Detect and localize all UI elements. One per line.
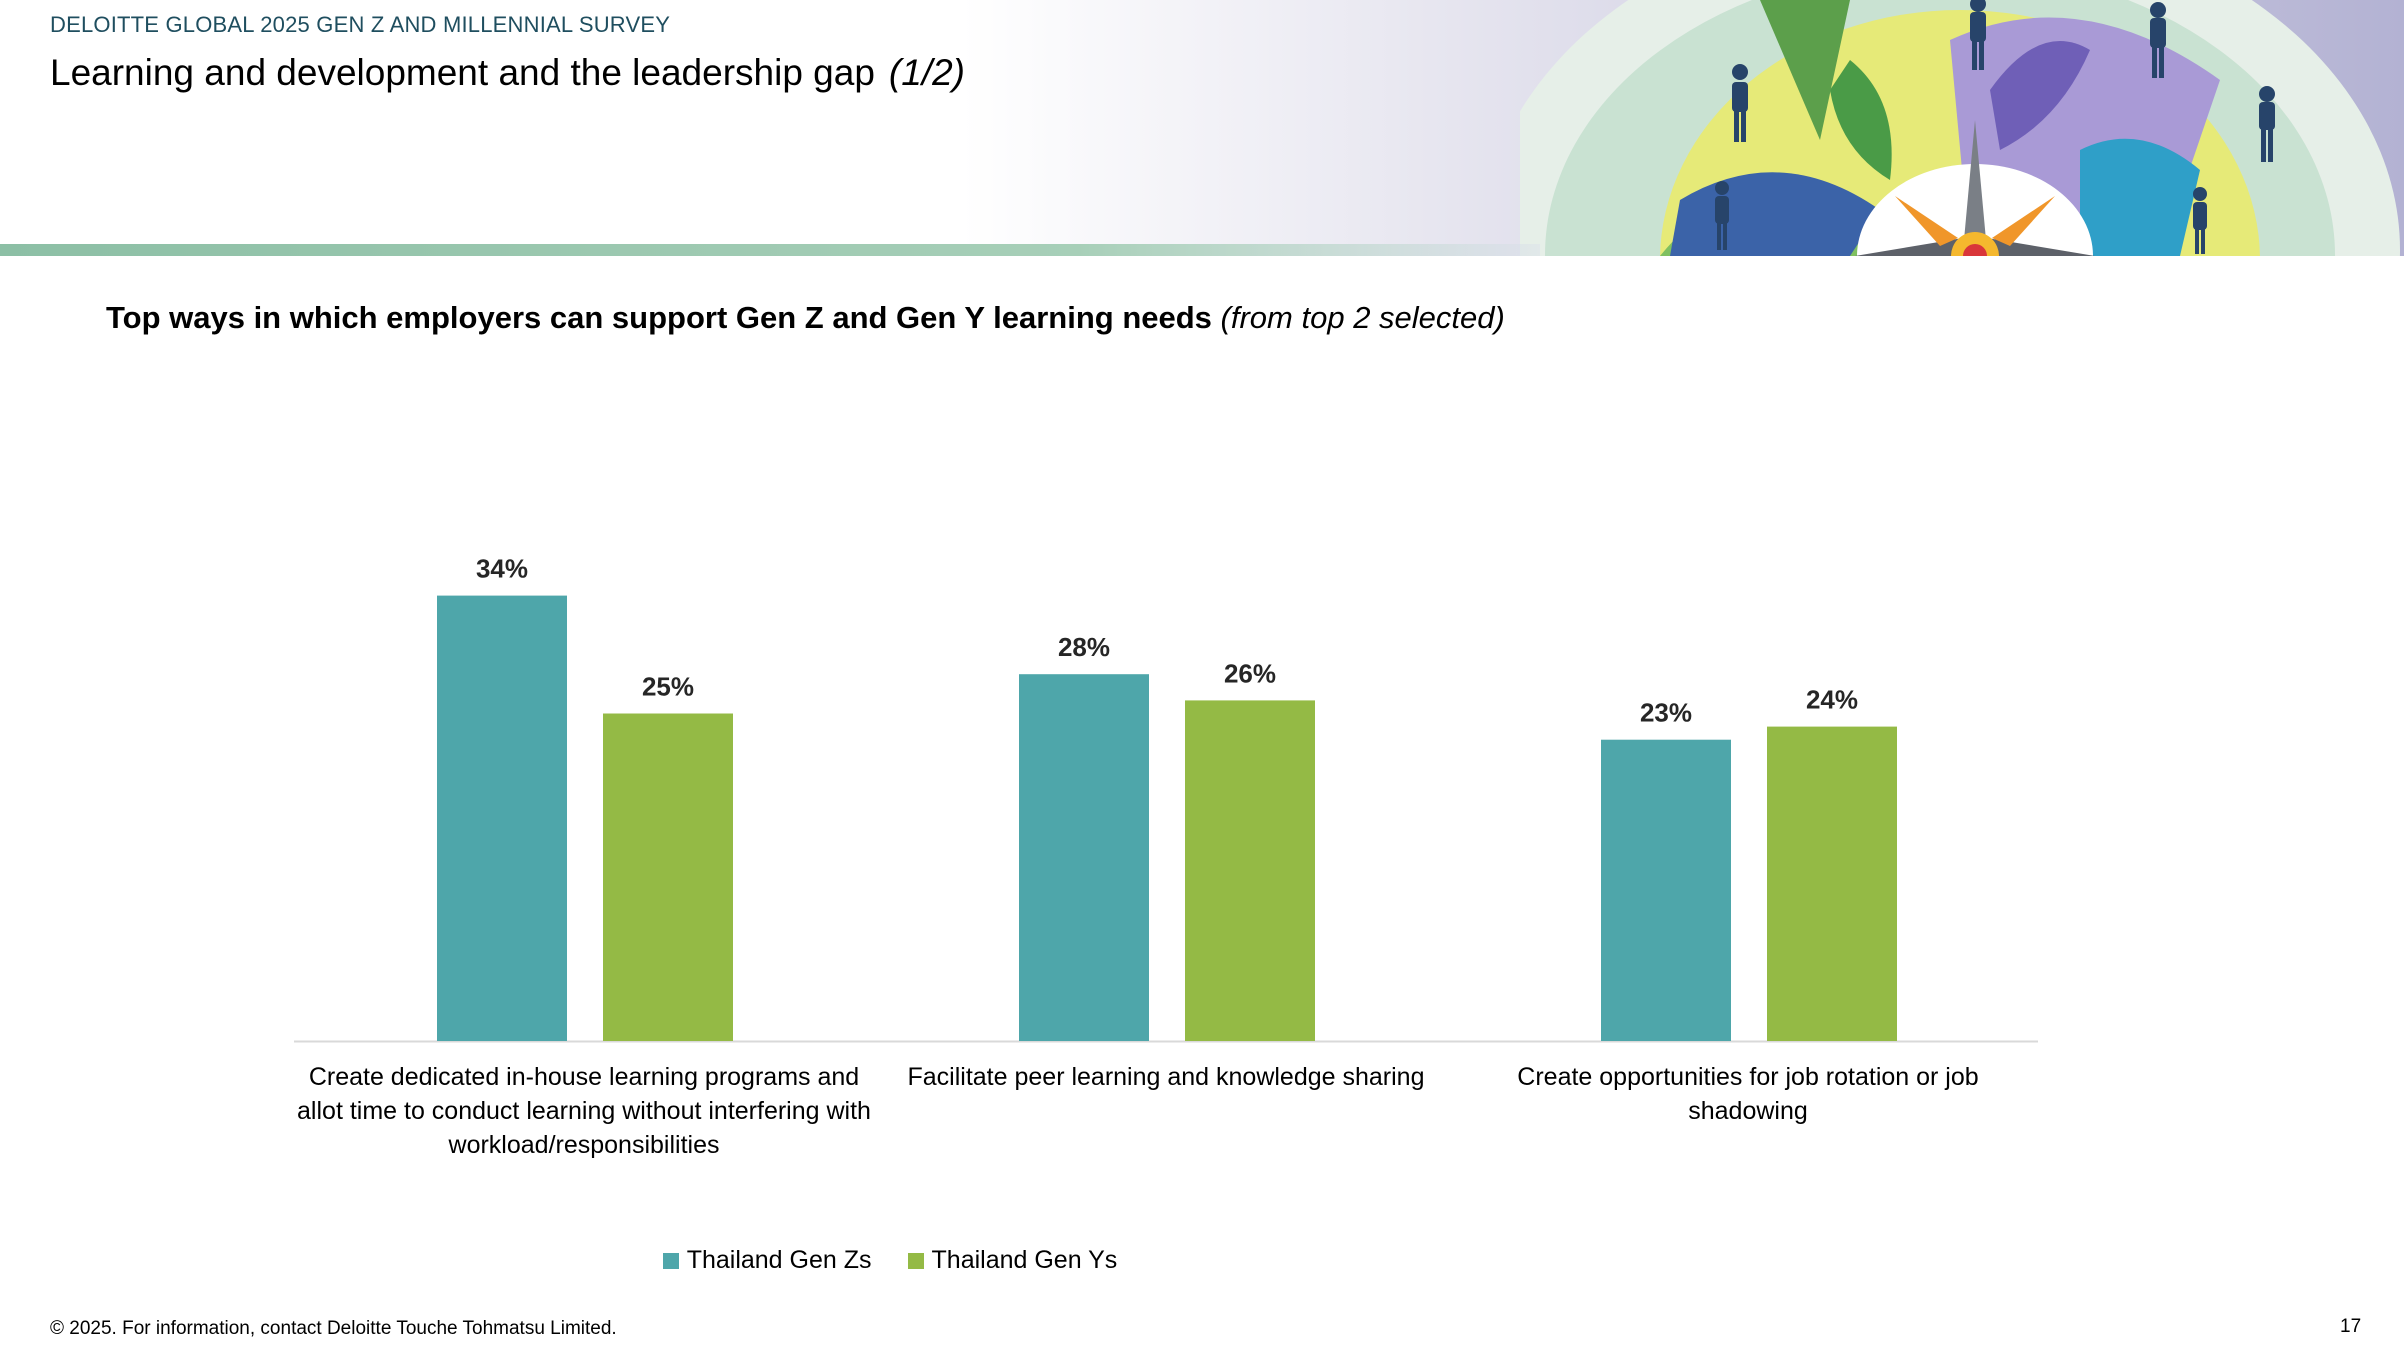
illustration-figures [1715,0,2275,254]
person-figure [1970,0,1986,70]
compass-point-right [1992,196,2055,246]
illustration-green-ray [1760,0,1850,140]
legend-item-gen-y: Thailand Gen Ys [907,1246,1118,1275]
page-title: Learning and development and the leaders… [50,52,965,94]
data-label: 25% [642,672,694,702]
data-label: 34% [476,554,528,584]
chart-title-note: (from top 2 selected) [1220,300,1505,335]
header-accent-band [0,244,1540,256]
person-figure [2193,187,2207,254]
bar-gen-y [1767,726,1897,1041]
compass-center-dot [1963,244,1987,256]
bar-gen-z [1601,739,1731,1041]
compass-needle-north [1964,120,1986,256]
person-figure [2259,86,2275,162]
bar-gen-z [1019,674,1149,1041]
page-title-text: Learning and development and the leaders… [50,52,875,93]
legend-swatch [907,1252,924,1269]
survey-label: DELOITTE GLOBAL 2025 GEN Z AND MILLENNIA… [50,12,671,37]
legend-label: Thailand Gen Ys [931,1246,1118,1274]
illustration-green-leaf [1830,60,1892,180]
person-figure [2150,2,2166,78]
person-figure [1715,181,1729,250]
compass-point-left [1895,196,1958,246]
bar-gen-y [1185,700,1315,1041]
bar-gen-y [603,713,733,1041]
data-label: 23% [1640,698,1692,728]
legend-swatch [662,1252,679,1269]
data-label: 28% [1058,632,1110,662]
bar-gen-z [437,595,567,1041]
person-figure [1732,64,1748,142]
page-number: 17 [2340,1316,2362,1337]
legend-label: Thailand Gen Zs [686,1246,872,1274]
chart-title-text: Top ways in which employers can support … [106,300,1212,335]
chart-legend: Thailand Gen Zs Thailand Gen Ys [0,1246,1780,1275]
legend-item-gen-z: Thailand Gen Zs [662,1246,872,1275]
illustration-purple-leaf [1990,41,2090,150]
page-title-part: (1/2) [888,52,965,93]
illustration-teal-field [2080,138,2200,256]
data-label: 26% [1224,658,1276,688]
footer-copyright: © 2025. For information, contact Deloitt… [50,1318,617,1339]
data-label: 24% [1806,685,1858,715]
chart-title: Top ways in which employers can support … [106,300,1505,336]
compass-illustration [1520,0,2400,256]
